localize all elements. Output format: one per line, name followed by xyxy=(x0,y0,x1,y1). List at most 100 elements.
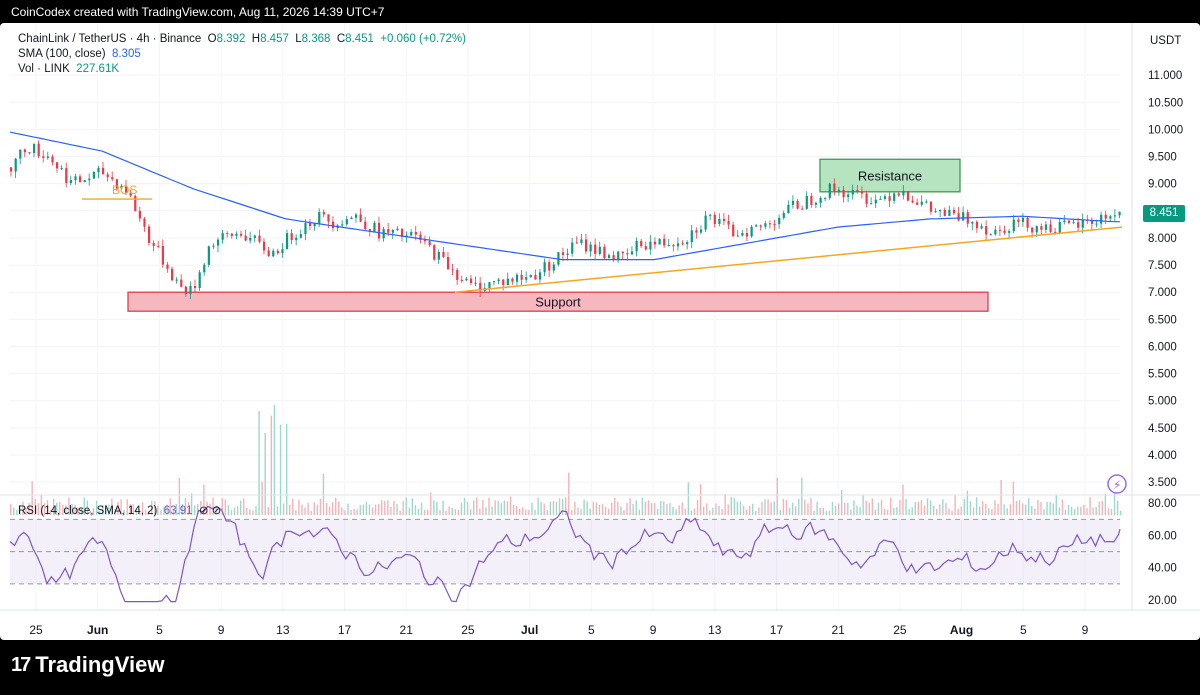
volume-bar xyxy=(1012,481,1015,515)
volume-bar xyxy=(384,500,386,515)
candle-body xyxy=(571,242,574,254)
volume-bar xyxy=(485,507,487,515)
volume-bar xyxy=(71,504,73,515)
volume-bar xyxy=(482,499,484,515)
volume-bar xyxy=(632,503,634,515)
candle-body xyxy=(796,200,799,209)
volume-bar xyxy=(610,502,613,515)
rsi-legend[interactable]: RSI (14, close, SMA, 14, 2) 63.91 ⊘ ⊘ xyxy=(18,503,221,517)
candle-body xyxy=(612,255,615,260)
volume-bar xyxy=(923,505,926,515)
volume-bar xyxy=(227,505,230,515)
candlesticks[interactable] xyxy=(10,140,1121,300)
candle-body xyxy=(934,211,937,213)
candle-body xyxy=(980,226,983,229)
volume-row[interactable]: Vol · LINK 227.61K xyxy=(18,62,466,77)
time-tick-label: 13 xyxy=(708,623,722,637)
volume-bar xyxy=(586,501,588,515)
candle-body xyxy=(911,200,914,203)
volume-bar xyxy=(917,501,920,515)
candle-body xyxy=(768,223,772,225)
volume-bar xyxy=(577,508,579,515)
volume-bar xyxy=(1024,504,1027,515)
volume-bar xyxy=(92,507,95,515)
volume-bar xyxy=(883,508,886,515)
price-tick-label: 10.500 xyxy=(1148,97,1183,109)
volume-bar xyxy=(83,497,85,515)
candle-body xyxy=(511,278,514,282)
candle-body xyxy=(902,191,905,196)
volume-bar xyxy=(1046,501,1048,515)
volume-bar xyxy=(727,504,729,515)
volume-bar xyxy=(1101,500,1104,515)
candle-body xyxy=(419,234,422,240)
volume-bar xyxy=(267,507,269,515)
candle-body xyxy=(856,189,859,192)
volume-bar xyxy=(1077,506,1079,515)
time-tick-label: 25 xyxy=(461,623,475,637)
rsi-pane[interactable]: 80.00 60.00 40.00 20.00 xyxy=(0,494,1200,607)
volume-bar xyxy=(203,484,205,515)
volume-bar xyxy=(614,497,616,515)
candle-body xyxy=(787,204,790,214)
chart-frame[interactable]: Resistance Support BOS ⚡ 80.00 60.00 40.00 20… xyxy=(0,23,1200,640)
volume-bar xyxy=(224,499,227,515)
candle-body xyxy=(824,197,827,199)
volume-bar xyxy=(430,492,432,515)
support-trendline xyxy=(454,226,1123,293)
volume-bar xyxy=(1080,507,1082,515)
volume-bar xyxy=(911,507,913,515)
candle-body xyxy=(847,194,850,198)
candle-body xyxy=(529,275,532,278)
volume-bar xyxy=(1037,499,1039,515)
volume-value: 227.61K xyxy=(76,63,120,75)
candle-body xyxy=(658,238,661,245)
volume-bar xyxy=(68,497,70,515)
candle-body xyxy=(920,201,923,205)
time-axis[interactable]: 25 Jun 5 9 13 17 21 25 Jul 5 9 13 17 21 25 Aug 5 9 xyxy=(0,609,1200,637)
volume-bar xyxy=(813,510,815,515)
volume-bar xyxy=(187,502,190,515)
candle-body xyxy=(1017,219,1020,222)
volume-bar xyxy=(715,503,717,515)
volume-bar xyxy=(46,500,49,515)
symbol-name[interactable]: ChainLink / TetherUS · 4h · Binance xyxy=(18,33,202,45)
volume-bar xyxy=(764,499,766,515)
candle-body xyxy=(267,250,270,257)
candle-body xyxy=(594,244,597,254)
volume-bar xyxy=(193,505,196,515)
volume-bar xyxy=(1110,508,1113,515)
volume-bar xyxy=(328,506,331,515)
candle-body xyxy=(428,241,431,246)
candle-body xyxy=(943,210,946,216)
volume-bar xyxy=(595,502,598,515)
volume-bar xyxy=(276,506,279,515)
price-chart[interactable]: Resistance Support BOS ⚡ 80.00 60.00 40.00 20… xyxy=(0,23,1200,640)
candle-body xyxy=(939,210,942,212)
volume-bar xyxy=(779,510,782,515)
rsi-visibility-icons[interactable]: ⊘ ⊘ xyxy=(198,505,222,517)
price-tick-label: 11.000 xyxy=(1148,70,1182,82)
price-tick-label: 3.500 xyxy=(1148,477,1177,489)
time-tick-label: 25 xyxy=(893,623,907,637)
volume-bar xyxy=(859,507,861,515)
volume-bar xyxy=(114,508,116,515)
volume-bar xyxy=(641,497,644,515)
volume-bar xyxy=(307,502,309,515)
volume-bar xyxy=(28,503,30,515)
candle-body xyxy=(626,253,629,255)
time-tick-label: 5 xyxy=(156,623,163,637)
volume-bar xyxy=(325,503,328,515)
volume-bar xyxy=(451,507,453,515)
price-axis[interactable]: USDT11.00010.50010.0009.5009.0008.5008.0… xyxy=(1131,23,1183,610)
volume-bar xyxy=(460,503,463,515)
volume-bar xyxy=(653,503,656,515)
sma-row[interactable]: SMA (100, close) 8.305 xyxy=(18,47,466,62)
candle-body xyxy=(690,230,693,243)
price-tick-label: 5.000 xyxy=(1148,396,1177,408)
volume-bar xyxy=(1028,498,1030,515)
volume-bar xyxy=(371,507,374,515)
candle-body xyxy=(244,235,247,241)
candle-body xyxy=(791,200,795,205)
candle-body xyxy=(561,252,565,255)
